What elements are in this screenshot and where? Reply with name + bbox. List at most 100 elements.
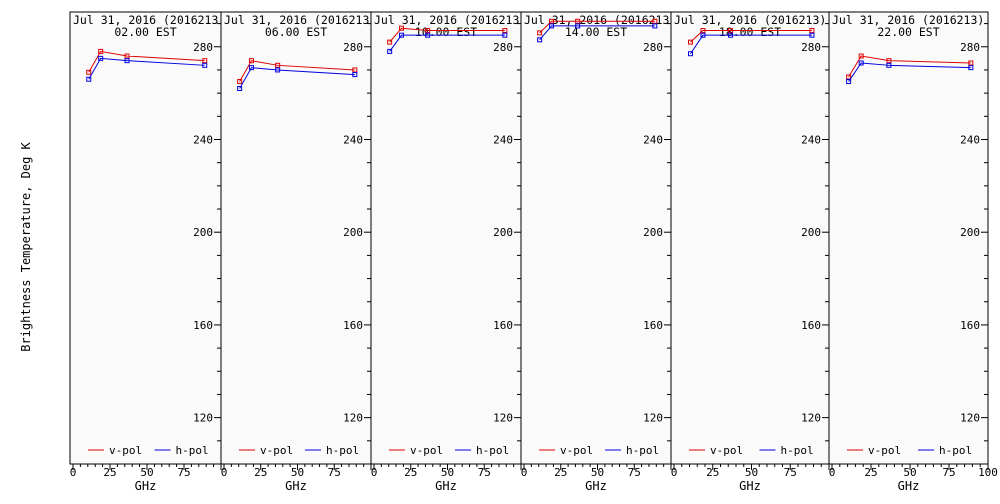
data-point-v-pol (809, 28, 815, 34)
data-point-v-pol (275, 62, 281, 68)
data-point-h-pol (846, 79, 852, 85)
x-tick-label: 100 (978, 466, 998, 479)
legend-label: v-pol (260, 444, 293, 457)
y-tick-label: 240 (193, 133, 213, 146)
data-point-v-pol (886, 58, 892, 64)
legend-label: v-pol (410, 444, 443, 457)
panel-frame (670, 11, 830, 465)
data-point-h-pol (387, 48, 393, 54)
data-point-h-pol (809, 32, 815, 38)
x-tick-label: 0 (671, 466, 678, 479)
y-tick-label: 120 (643, 412, 663, 425)
y-tick-label: 240 (493, 133, 513, 146)
data-point-v-pol (502, 28, 508, 34)
panel-6: Jul 31, 2016 (2016213)22.00 EST 120 160 200… (828, 11, 998, 493)
x-tick-label: 75 (177, 466, 190, 479)
series-line-h-pol (88, 57, 205, 80)
x-tick-label: 50 (441, 466, 454, 479)
x-tick-label: 75 (628, 466, 641, 479)
x-tick-label: 25 (103, 466, 116, 479)
series-line-h-pol (539, 25, 655, 41)
legend-label: v-pol (710, 444, 743, 457)
x-tick-label: 25 (864, 466, 877, 479)
data-point-h-pol (502, 32, 508, 38)
y-tick-label: 200 (801, 226, 821, 239)
legend-label: h-pol (326, 444, 359, 457)
data-point-v-pol (968, 60, 974, 66)
panel-frame (220, 11, 372, 465)
series-line-v-pol (389, 27, 505, 43)
y-tick-label: 280 (801, 41, 821, 54)
data-point-h-pol (652, 23, 658, 29)
legend-label: h-pol (626, 444, 659, 457)
panel-subtitle: 22.00 EST (877, 25, 939, 39)
data-point-h-pol (237, 85, 243, 91)
data-point-h-pol (858, 60, 864, 66)
x-tick-label: 75 (942, 466, 955, 479)
x-tick-label: 50 (140, 466, 153, 479)
legend-label: v-pol (560, 444, 593, 457)
panel-title: Jul 31, 2016 (2016213) (674, 13, 826, 27)
y-tick-label: 280 (343, 41, 363, 54)
data-point-v-pol (86, 69, 92, 75)
panel-title: Jul 31, 2016 (2016213) (374, 13, 526, 27)
x-tick-label: 0 (829, 466, 836, 479)
y-tick-label: 160 (193, 319, 213, 332)
y-tick-label: 200 (493, 226, 513, 239)
data-point-h-pol (98, 55, 104, 61)
legend-label: h-pol (176, 444, 209, 457)
x-tick-label: 75 (478, 466, 491, 479)
x-tick-label: 0 (371, 466, 378, 479)
x-axis-label: GHz (739, 479, 761, 493)
series-line-h-pol (389, 34, 505, 52)
data-point-v-pol (652, 18, 658, 24)
series-line-v-pol (690, 30, 812, 43)
data-point-v-pol (425, 28, 431, 34)
data-point-h-pol (275, 67, 281, 73)
data-point-v-pol (858, 53, 864, 59)
y-tick-label: 200 (343, 226, 363, 239)
y-tick-label: 280 (960, 41, 980, 54)
panel-frame (370, 11, 522, 465)
data-point-h-pol (968, 65, 974, 71)
y-tick-label: 280 (493, 41, 513, 54)
series-line-h-pol (848, 62, 971, 82)
series-line-h-pol (690, 34, 812, 55)
x-tick-label: 25 (706, 466, 719, 479)
x-tick-label: 0 (70, 466, 77, 479)
series-line-v-pol (848, 55, 971, 78)
panel-title: Jul 31, 2016 (2016213) (73, 13, 225, 27)
panel-1: Jul 31, 2016 (2016213)02.00 EST 120 160 200… (69, 11, 225, 493)
data-point-h-pol (688, 51, 694, 57)
x-tick-label: 25 (254, 466, 267, 479)
legend-label: v-pol (109, 444, 142, 457)
y-tick-label: 160 (343, 319, 363, 332)
legend-label: h-pol (780, 444, 813, 457)
panel-frame (69, 11, 222, 465)
legend-label: v-pol (868, 444, 901, 457)
y-tick-label: 240 (343, 133, 363, 146)
panel-4: Jul 31, 2016 (2016213)14.00 EST 120 160 200… (520, 11, 676, 493)
x-tick-label: 50 (291, 466, 304, 479)
panel-2: Jul 31, 2016 (2016213)06.00 EST 120 160 200… (220, 11, 376, 493)
y-tick-label: 160 (801, 319, 821, 332)
data-point-v-pol (202, 58, 208, 64)
y-tick-label: 240 (643, 133, 663, 146)
x-axis-label: GHz (898, 479, 920, 493)
panel-subtitle: 10.00 EST (415, 25, 477, 39)
y-tick-label: 120 (193, 412, 213, 425)
data-point-h-pol (202, 62, 208, 68)
panel-title: Jul 31, 2016 (2016213) (524, 13, 676, 27)
data-point-v-pol (688, 39, 694, 45)
y-tick-label: 200 (960, 226, 980, 239)
panel-title: Jul 31, 2016 (2016213) (224, 13, 376, 27)
y-tick-label: 240 (801, 133, 821, 146)
series-line-v-pol (88, 50, 205, 73)
y-tick-label: 120 (493, 412, 513, 425)
panel-frame (520, 11, 672, 465)
x-tick-label: 25 (404, 466, 417, 479)
y-tick-label: 160 (643, 319, 663, 332)
data-point-v-pol (124, 53, 130, 59)
